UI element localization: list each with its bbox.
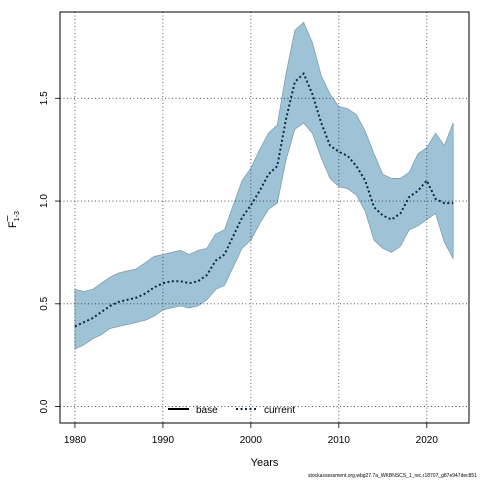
x-axis: 1980 1990 2000 2010 2020 [64,423,439,446]
confidence-band-layer [74,21,454,350]
y-axis-title-main: F [7,221,19,228]
confidence-band [74,21,454,350]
x-tick-label: 1990 [152,435,175,446]
series-line-current [74,71,454,328]
footer-source: stockassessment.org,wbg27.7a_WKBNSCS_1_r… [308,473,477,479]
legend-label-base: base [196,405,218,416]
y-axis-title: F1-3 [7,211,21,228]
legend: base current [168,405,295,416]
x-tick-label: 2000 [240,435,263,446]
x-tick-label: 1980 [64,435,87,446]
y-axis-title-subscript: 1-3 [14,211,21,221]
x-tick-label: 2020 [416,435,439,446]
x-tick-label: 2010 [328,435,351,446]
y-tick-label: 0.5 [39,296,50,310]
y-tick-label: 1.0 [39,194,50,208]
y-tick-label: 0.0 [39,399,50,413]
legend-label-current: current [264,405,295,416]
y-axis: 0.0 0.5 1.0 1.5 [7,91,60,414]
y-tick-label: 1.5 [39,91,50,105]
plot-frame [59,11,470,424]
series-line-layer [74,71,454,328]
x-axis-title: Years [251,457,279,469]
